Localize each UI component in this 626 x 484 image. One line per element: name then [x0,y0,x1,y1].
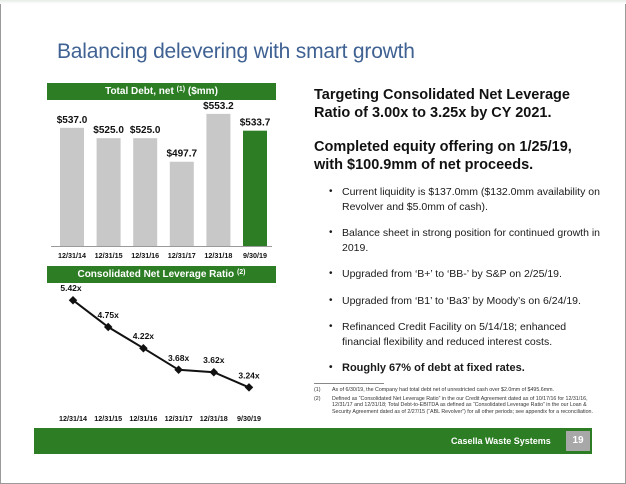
leverage-header-footnote: (2) [236,269,246,276]
footer-company-name: Casella Waste Systems [451,436,551,446]
leverage-chart-header: Consolidated Net Leverage Ratio (2) [47,266,276,283]
leverage-point-marker [103,322,113,332]
leverage-x-tick-label: 12/31/16 [129,414,157,423]
headline-equity-offering: Completed equity offering on 1/25/19, wi… [314,139,572,173]
footnote-rule [314,383,384,384]
headline-target-leverage: Targeting Consolidated Net Leverage Rati… [314,87,570,121]
right-column: Targeting Consolidated Net Leverage Rati… [314,86,604,388]
bullet-dot: • [329,186,333,197]
bullet-dot: • [329,321,333,332]
bullet-credit-facility: • Refinanced Credit Facility on 5/14/18; … [314,320,604,349]
debt-bar [169,161,194,246]
debt-x-tick-label: 12/31/16 [131,251,159,260]
footnote-number: (2) [314,395,321,402]
debt-header-footnote: (1) [176,86,186,93]
bullet-balance-sheet: • Balance sheet in strong position for co… [314,226,604,255]
leverage-value-label: 3.24x [238,370,260,380]
debt-x-tick-label: 12/31/18 [204,251,232,260]
debt-bar-value-label: $525.0 [130,125,161,136]
bullet-dot: • [329,362,333,373]
debt-bar [243,130,267,246]
leverage-series-line [72,299,250,389]
debt-chart-header: Total Debt, net (1) ($mm) [47,83,276,100]
bullet-text: Balance sheet in strong position for con… [342,227,600,254]
leverage-point-marker [209,367,219,377]
debt-bar-value-label: $537.0 [57,115,88,126]
leverage-value-label: 4.75x [98,310,120,320]
slide-title: Balancing delevering with smart growth [57,40,415,63]
bullet-text: Refinanced Credit Facility on 5/14/18; e… [342,321,567,348]
debt-x-tick-label: 9/30/19 [243,251,267,260]
leverage-header-text: Consolidated Net Leverage Ratio [77,269,237,280]
bullet-text: Roughly 67% of debt at fixed rates. [342,362,525,374]
bullet-dot: • [329,268,333,279]
debt-bar-value-label: $553.2 [203,101,234,112]
debt-bar-chart: $537.0 12/31/14 $525.0 12/31/15 $525.0 12/31/… [51,101,272,260]
leverage-x-tick-label: 12/31/14 [59,414,87,423]
bullet-dot: • [329,294,333,306]
bullet-text: Upgraded from ‘B1’ to ‘Ba3’ by Moody’s o… [342,294,581,307]
footnote-number: (1) [314,387,321,393]
debt-x-tick-label: 12/31/14 [58,251,86,260]
bullet-text: Current liquidity is $137.0mm ($132.0mm … [342,186,600,213]
debt-bar-value-label: $525.0 [93,125,124,136]
bullet-liquidity: • Current liquidity is $137.0mm ($132.0mm… [314,185,604,214]
debt-bar [206,113,231,247]
bullet-dot: • [329,227,333,238]
bullet-moodys-upgrade: • Upgraded from ‘B1’ to ‘Ba3’ by Moody’s … [314,294,604,309]
bullet-fixed-rate: • Roughly 67% of debt at fixed rates. [314,361,604,376]
leverage-point-marker [244,383,254,392]
leverage-value-label: 5.42x [60,283,82,293]
leverage-value-label: 4.22x [133,331,155,341]
debt-x-tick-label: 12/31/15 [95,251,123,260]
debt-x-tick-label: 12/31/17 [168,251,196,260]
debt-bar [60,127,84,246]
top-stripe [0,0,626,4]
leverage-x-tick-label: 12/31/15 [94,414,122,423]
leverage-line-chart: 5.42x 12/31/14 4.75x 12/31/15 4.22x 12/31/16 3… [59,283,261,423]
leverage-x-tick-label: 9/30/19 [237,414,261,423]
footnote-2: (2) Defined as “Consolidated Net Leverag… [314,396,604,416]
bullet-text: Upgraded from ‘B+’ to ‘BB-’ by S&P on 2/… [342,268,562,280]
debt-header-unit: ($mm) [185,86,218,97]
debt-bar [133,138,158,246]
footnotes: (1) As of 6/30/19, the Company had total… [314,387,604,417]
footnote-text: As of 6/30/19, the Company had total deb… [332,387,555,393]
leverage-value-label: 3.68x [168,353,190,363]
footnote-text: Defined as “Consolidated Net Leverage Ra… [332,395,593,415]
leverage-point-marker [174,365,183,375]
debt-header-text: Total Debt, net [105,86,177,97]
bullet-sp-upgrade: • Upgraded from ‘B+’ to ‘BB-’ by S&P on 2… [314,267,604,282]
debt-bar [96,138,121,246]
leverage-x-tick-label: 12/31/18 [200,414,228,423]
leverage-x-tick-label: 12/31/17 [165,414,193,423]
footnote-1: (1) As of 6/30/19, the Company had total… [314,387,604,394]
page-number: 19 [566,431,590,451]
debt-bar-value-label: $497.7 [167,149,198,160]
leverage-value-label: 3.62x [203,355,225,365]
bullet-list: • Current liquidity is $137.0mm ($132.0mm… [314,185,604,376]
debt-bar-value-label: $533.7 [240,118,271,129]
footer-bar [34,428,592,454]
